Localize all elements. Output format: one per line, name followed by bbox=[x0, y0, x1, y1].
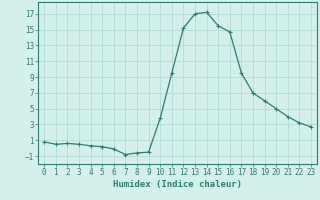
X-axis label: Humidex (Indice chaleur): Humidex (Indice chaleur) bbox=[113, 180, 242, 189]
